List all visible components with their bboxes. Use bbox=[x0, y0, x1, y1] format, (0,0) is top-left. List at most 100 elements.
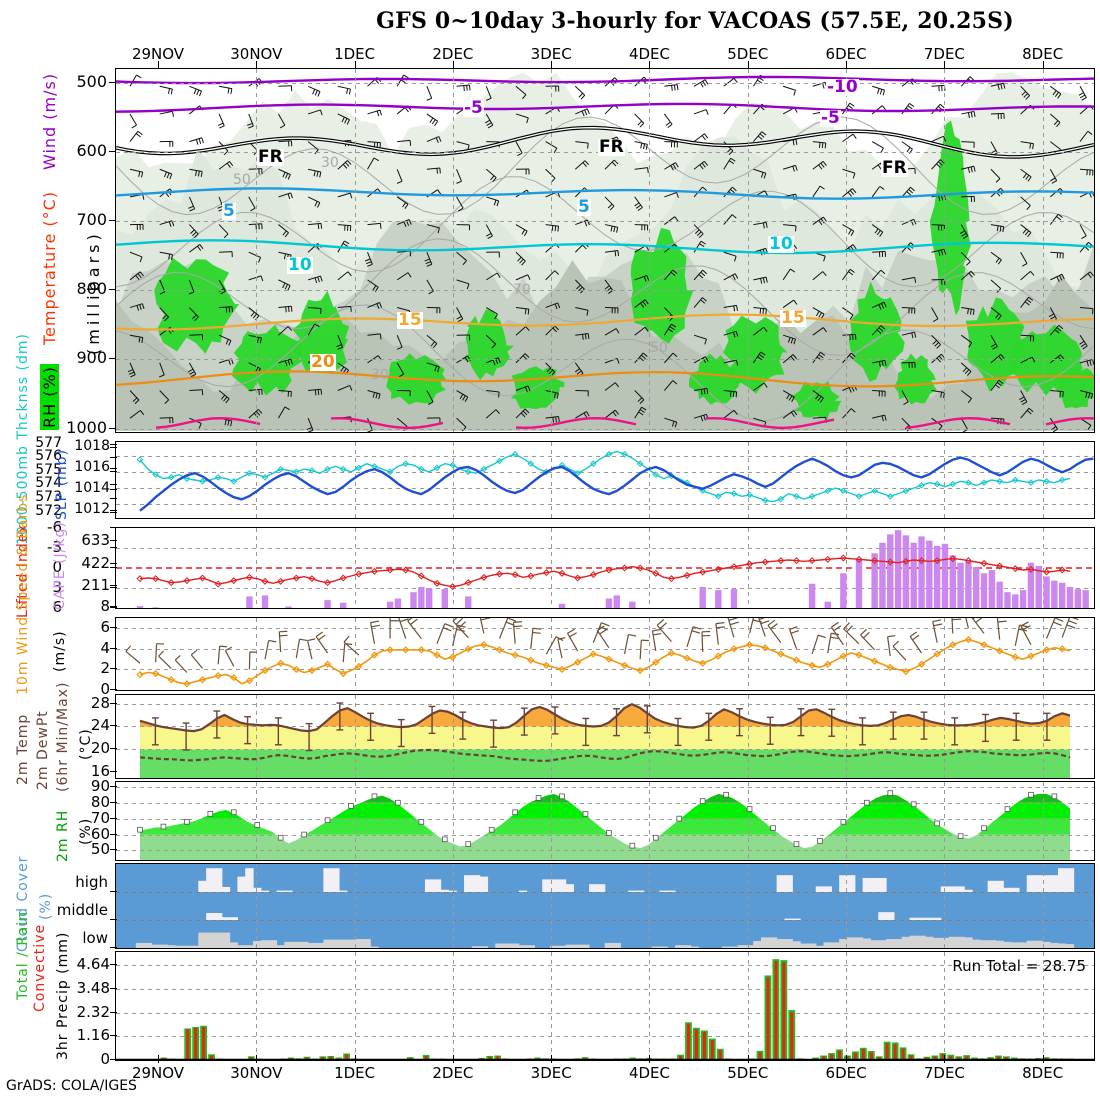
date-label-1dec: 1DEC bbox=[334, 45, 376, 63]
contour-label: 5 bbox=[577, 197, 591, 217]
date-label-1dec: 1DEC bbox=[334, 1064, 376, 1082]
y-tick bbox=[110, 509, 117, 511]
date-tick bbox=[551, 1055, 553, 1063]
y-tick bbox=[110, 562, 117, 564]
date-tick bbox=[944, 1055, 946, 1063]
caption-wind10m-units: (m/s) bbox=[52, 630, 68, 672]
date-tick bbox=[256, 61, 258, 69]
y-tick bbox=[110, 484, 117, 486]
date-label-3dec: 3DEC bbox=[530, 45, 572, 63]
date-label-2dec: 2DEC bbox=[432, 45, 474, 63]
pressure-tick-label: 900 bbox=[76, 348, 107, 368]
pressure-tick bbox=[109, 81, 116, 83]
caption-dewpt2m: 2m DewPt bbox=[35, 710, 51, 790]
y-tick bbox=[110, 689, 117, 690]
y-tick-label: 4 bbox=[100, 638, 110, 657]
caption-temp2m: 2m Temp bbox=[15, 713, 31, 785]
y-tick bbox=[110, 833, 117, 835]
date-label-6dec: 6DEC bbox=[825, 1064, 867, 1082]
y-tick-label: 1.16 bbox=[76, 1026, 110, 1045]
caption-temperature: Temperature (°C) bbox=[40, 190, 59, 345]
y-tick bbox=[110, 443, 117, 445]
date-tick bbox=[649, 61, 651, 69]
y-tick bbox=[110, 801, 117, 803]
y-tick-label: 573 bbox=[35, 489, 62, 505]
cloud-row-tick bbox=[110, 919, 117, 920]
y-tick bbox=[110, 647, 117, 649]
y-tick bbox=[110, 488, 117, 490]
date-tick bbox=[1042, 1055, 1044, 1063]
y-tick-label: 422 bbox=[81, 553, 110, 572]
pressure-tick-label: 800 bbox=[76, 279, 107, 299]
y-tick bbox=[110, 447, 117, 449]
y-tick bbox=[110, 606, 117, 608]
y-tick-label: -3 bbox=[47, 538, 62, 556]
y-tick bbox=[110, 457, 117, 459]
caption-cloud-pct: (%) bbox=[38, 892, 54, 920]
y-tick-label: 6 bbox=[100, 618, 110, 637]
temp-2m-panel bbox=[115, 694, 1095, 779]
date-label-4dec: 4DEC bbox=[628, 1064, 670, 1082]
y-tick bbox=[110, 607, 117, 608]
cloud-row-label-high: high bbox=[75, 873, 108, 891]
contour-label: 15 bbox=[397, 310, 423, 330]
contour-label: -10 bbox=[826, 77, 859, 97]
date-tick bbox=[551, 61, 553, 69]
y-tick-label: 1018 bbox=[74, 438, 110, 455]
date-label-30nov: 30NOV bbox=[230, 45, 283, 63]
y-tick bbox=[110, 1059, 117, 1060]
y-tick bbox=[110, 771, 117, 773]
y-tick-label: 2.32 bbox=[76, 1002, 110, 1021]
date-label-7dec: 7DEC bbox=[923, 1064, 965, 1082]
contour-label: 50 bbox=[650, 340, 668, 356]
y-tick-label: 8 bbox=[100, 597, 110, 616]
y-tick-label: 1012 bbox=[74, 500, 110, 517]
date-label-3dec: 3DEC bbox=[530, 1064, 572, 1082]
y-tick-label: 211 bbox=[81, 575, 110, 594]
y-tick-label: 50 bbox=[90, 840, 110, 859]
rh-2m-panel bbox=[115, 781, 1095, 861]
cloud-row-tick bbox=[110, 947, 117, 948]
run-total-label: Run Total = 28.75 bbox=[952, 957, 1086, 975]
contour-label: 5 bbox=[222, 201, 236, 221]
caption-wind10m: 10m Wind Speed & Barbs bbox=[15, 493, 31, 695]
y-tick-label: 1016 bbox=[74, 459, 110, 476]
y-tick-label: 3.48 bbox=[76, 979, 110, 998]
y-tick-label: 0 bbox=[52, 558, 62, 576]
y-tick bbox=[110, 668, 117, 670]
y-tick bbox=[110, 785, 117, 787]
cloud-cover-panel bbox=[115, 863, 1095, 949]
page-title: GFS 0~10day 3-hourly for VACOAS (57.5E, … bbox=[0, 8, 1100, 34]
date-label-29nov: 29NOV bbox=[131, 45, 185, 63]
y-tick bbox=[110, 584, 117, 586]
y-tick bbox=[110, 849, 117, 851]
caption-precip: 3hr Precip (mm) bbox=[55, 931, 71, 1060]
pressure-tick-label: 1000 bbox=[66, 417, 107, 437]
y-tick-label: 4.64 bbox=[76, 955, 110, 974]
date-tick bbox=[747, 1055, 749, 1063]
y-tick-label: 3 bbox=[52, 578, 62, 596]
caption-rh-pct: RH (%) bbox=[40, 364, 59, 430]
contour-label: 50 bbox=[233, 172, 251, 188]
contour-label: 10 bbox=[768, 234, 794, 254]
y-tick bbox=[110, 567, 117, 568]
y-tick bbox=[110, 468, 117, 470]
caption-millibars: (millibars) bbox=[84, 230, 103, 355]
y-tick-label: 24 bbox=[90, 716, 110, 735]
y-tick-label: 80 bbox=[90, 792, 110, 811]
upper-air-panel bbox=[115, 68, 1095, 433]
contour-label: FR bbox=[257, 147, 284, 167]
y-tick bbox=[110, 627, 117, 629]
date-tick bbox=[256, 1055, 258, 1063]
page-title-text: GFS 0~10day 3-hourly for VACOAS (57.5E, … bbox=[376, 8, 1014, 34]
y-tick bbox=[110, 817, 117, 819]
precip-panel bbox=[115, 951, 1095, 1061]
y-tick-label: 574 bbox=[35, 475, 62, 492]
date-label-7dec: 7DEC bbox=[923, 45, 965, 63]
footer-credit: GrADS: COLA/IGES bbox=[6, 1078, 137, 1094]
slp-thickness-panel bbox=[115, 441, 1095, 519]
contour-label: -5 bbox=[463, 98, 484, 118]
contour-label: 20 bbox=[310, 352, 336, 372]
date-tick bbox=[846, 1055, 848, 1063]
date-tick bbox=[747, 61, 749, 69]
